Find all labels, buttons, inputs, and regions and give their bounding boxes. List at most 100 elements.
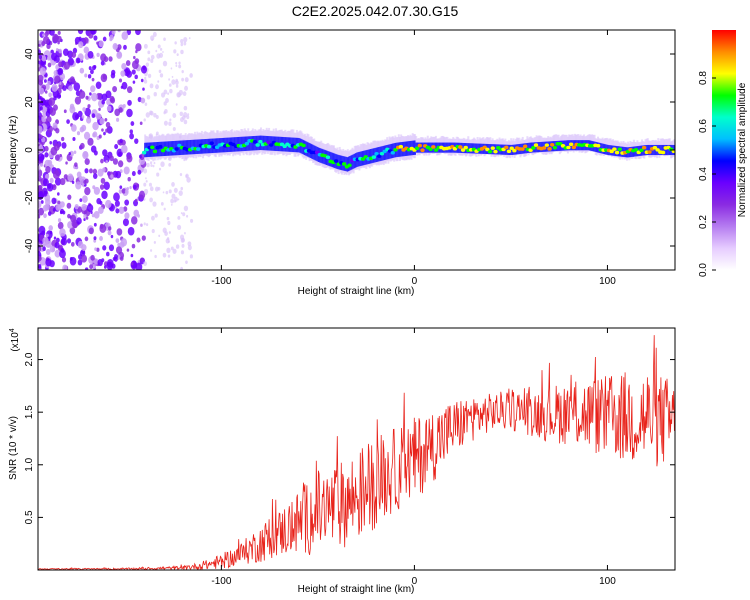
spectrogram-noise-blob xyxy=(79,126,85,133)
spectrogram-band xyxy=(663,144,666,156)
colorbar-bar xyxy=(712,30,736,270)
spectrogram-noise-blob xyxy=(83,46,90,54)
spectrogram-peak xyxy=(371,155,377,159)
spectrogram-band xyxy=(159,141,162,157)
spectrogram-noise-blob xyxy=(110,72,116,79)
spectrogram-noise-blob xyxy=(166,247,171,254)
spectrogram-noise-blob xyxy=(126,108,133,118)
spectrogram-noise-blob xyxy=(116,228,123,236)
spectrogram-noise-blob xyxy=(183,36,188,43)
spectrogram-band xyxy=(495,144,498,155)
spectrogram-noise-blob xyxy=(89,168,93,174)
spectrogram-noise-blob xyxy=(155,115,159,119)
spectrogram-noise-blob xyxy=(124,212,130,220)
spectrogram-noise-blob xyxy=(173,187,178,193)
spectrogram-noise-blob xyxy=(143,222,146,226)
spectrogram-noise-blob xyxy=(113,192,120,202)
spectrogram-noise-blob xyxy=(38,74,44,83)
spectrogram-noise-blob xyxy=(154,254,157,259)
spectrogram-peak xyxy=(547,147,552,151)
spectrogram-noise-blob xyxy=(177,198,180,201)
spectrogram-peak xyxy=(595,143,601,148)
spectrogram-noise-blob xyxy=(84,73,88,78)
spectrogram-peak xyxy=(160,148,166,153)
spectrogram-noise-blob xyxy=(39,163,43,167)
spectrogram-peak xyxy=(566,145,571,150)
spectrogram-band xyxy=(148,142,151,157)
spectrogram-noise-blob xyxy=(90,254,95,261)
spectrogram-noise-blob xyxy=(121,31,129,41)
spectrogram-band xyxy=(528,142,531,153)
spectrogram-noise-blob xyxy=(157,80,160,83)
spectrogram-noise-blob xyxy=(158,234,161,238)
spectrogram-x-tick-label: 0 xyxy=(412,276,418,287)
spectrogram-noise-blob xyxy=(142,87,145,91)
spectrogram-noise-blob xyxy=(99,184,105,190)
spectrogram-peak xyxy=(268,143,274,147)
spectrogram-noise-blob xyxy=(163,207,166,211)
spectrogram-noise-blob xyxy=(172,127,176,132)
spectrogram-noise-blob xyxy=(106,126,113,134)
spectrogram-noise-blob xyxy=(160,161,165,168)
spectrogram-noise-blob xyxy=(106,258,114,268)
spectrogram-noise-blob xyxy=(83,37,89,44)
figure-title: C2E2.2025.042.07.30.G15 xyxy=(292,3,459,19)
spectrogram-noise-blob xyxy=(189,254,194,259)
spectrogram-noise-blob xyxy=(175,61,178,65)
spectrogram-noise-blob xyxy=(93,222,97,227)
spectrogram-noise-blob xyxy=(168,121,172,126)
spectrogram-band xyxy=(557,140,560,151)
spectrogram-noise-blob xyxy=(145,177,147,180)
spectrogram-noise-blob xyxy=(66,80,70,84)
spectrogram-noise-blob xyxy=(190,218,194,223)
spectrogram-noise-blob xyxy=(73,150,77,155)
spectrogram-noise-blob xyxy=(186,214,189,218)
spectrogram-noise-blob xyxy=(86,203,94,213)
spectrogram-noise-blob xyxy=(91,77,95,82)
spectrogram-noise-blob xyxy=(83,214,87,219)
snr-x-tick-label: 100 xyxy=(599,576,616,587)
spectrogram-noise-blob xyxy=(104,117,108,122)
spectrogram-noise-blob xyxy=(96,41,99,45)
spectrogram-band xyxy=(617,146,620,157)
spectrogram-noise-blob xyxy=(115,246,123,255)
spectrogram-noise-blob xyxy=(77,110,83,118)
spectrogram-noise-blob xyxy=(69,103,75,110)
spectrogram-noise-blob xyxy=(46,182,54,192)
spectrogram-band xyxy=(240,136,243,152)
spectrogram-noise-blob xyxy=(152,164,155,168)
spectrogram-noise-blob xyxy=(54,241,60,249)
spectrogram-peak xyxy=(431,145,436,149)
spectrogram-noise-blob xyxy=(171,193,176,199)
spectrogram-noise-blob xyxy=(49,141,53,145)
spectrogram-noise-blob xyxy=(153,113,157,118)
spectrogram-noise-blob xyxy=(120,238,128,247)
spectrogram-band xyxy=(414,140,417,155)
spectrogram-noise-blob xyxy=(143,168,148,174)
spectrogram-peak xyxy=(641,145,647,150)
spectrogram-noise-blob xyxy=(90,85,96,93)
spectrogram-peak xyxy=(158,144,163,149)
spectrogram-noise-blob xyxy=(144,76,147,80)
spectrogram-noise-blob xyxy=(77,30,84,35)
spectrogram-noise-blob xyxy=(130,253,134,258)
spectrogram-noise-blob xyxy=(126,70,133,78)
spectrogram-band xyxy=(434,142,437,153)
spectrogram-noise-blob xyxy=(181,77,185,82)
spectrogram-noise-blob xyxy=(178,61,181,65)
spectrogram-noise-blob xyxy=(98,206,104,214)
snr-y-label: SNR (10 * v/v) xyxy=(8,416,19,480)
spectrogram-band xyxy=(467,143,470,154)
spectrogram-noise-blob xyxy=(112,158,118,165)
spectrogram-band xyxy=(239,136,242,152)
spectrogram-noise-blob xyxy=(134,198,138,203)
spectrogram-noise-blob xyxy=(38,125,43,134)
spectrogram-band xyxy=(330,152,333,167)
spectrogram-noise-blob xyxy=(38,138,42,143)
spectrogram-peak xyxy=(150,145,155,150)
spectrogram-y-tick-label: 20 xyxy=(24,96,35,108)
spectrogram-band xyxy=(197,139,200,154)
spectrogram-band xyxy=(155,142,158,157)
spectrogram-noise-blob xyxy=(44,145,49,152)
spectrogram-noise-blob xyxy=(154,186,159,192)
